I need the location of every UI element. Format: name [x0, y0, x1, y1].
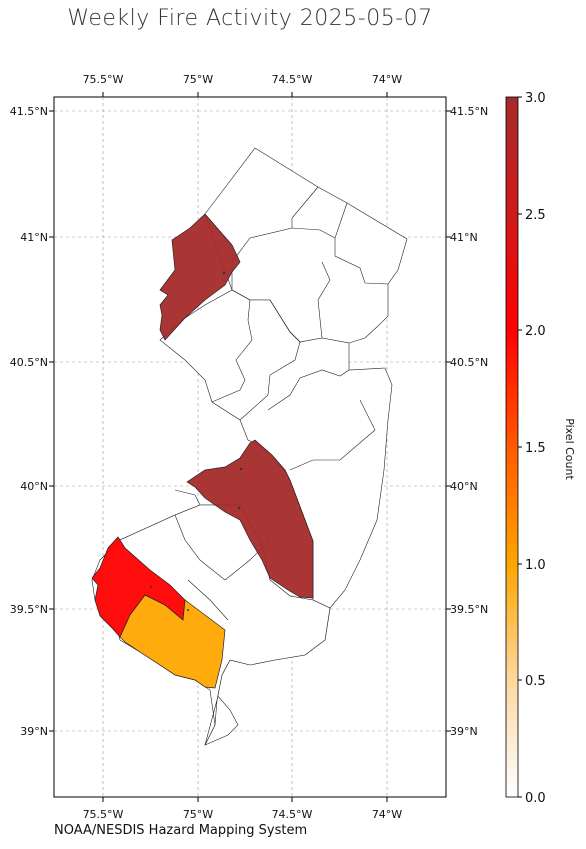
county-cumberland[interactable]	[119, 594, 226, 689]
lat-label: 40°N	[20, 480, 48, 493]
lon-label: 75.5°W	[83, 808, 124, 821]
lat-label: 39°N	[450, 725, 478, 738]
county-borders	[174, 186, 389, 621]
lat-labels-right: 41.5°N 41°N 40.5°N 40°N 39.5°N 39°N	[450, 105, 488, 738]
fire-detection-markers	[150, 271, 243, 611]
colorbar-tick: 1.0	[525, 558, 546, 573]
colorbar-tick: 3.0	[525, 91, 546, 106]
lat-label: 41°N	[450, 231, 478, 244]
county-burlington[interactable]	[186, 439, 314, 599]
county-warren[interactable]	[159, 213, 241, 341]
lon-label: 74°W	[372, 73, 402, 86]
lon-label: 75°W	[183, 73, 213, 86]
colorbar-tick: 2.0	[525, 324, 546, 339]
lat-label: 41.5°N	[450, 105, 488, 118]
colorbar-label: Pixel Count	[563, 418, 576, 480]
lon-label: 74°W	[372, 808, 402, 821]
lat-label: 39°N	[20, 725, 48, 738]
lat-label: 40.5°N	[10, 356, 48, 369]
lat-label: 41°N	[20, 231, 48, 244]
lon-label: 74.5°W	[272, 73, 313, 86]
lat-label: 39.5°N	[10, 603, 48, 616]
colorbar-tick: 0.0	[525, 791, 546, 806]
lat-labels-left: 41.5°N 41°N 40.5°N 40°N 39.5°N 39°N	[10, 105, 48, 738]
colorbar-tick: 2.5	[525, 208, 546, 223]
tick-marks	[49, 92, 451, 802]
data-source-credit: NOAA/NESDIS Hazard Mapping System	[54, 823, 308, 838]
lat-label: 41.5°N	[10, 105, 48, 118]
lat-label: 39.5°N	[450, 603, 488, 616]
lat-label: 40°N	[450, 480, 478, 493]
lat-label: 40.5°N	[450, 356, 488, 369]
map-title: Weekly Fire Activity 2025-05-07	[67, 6, 433, 31]
lon-label: 75.5°W	[83, 73, 124, 86]
lon-label: 75°W	[183, 808, 213, 821]
colorbar-tick: 1.5	[525, 441, 546, 456]
lon-label: 74.5°W	[272, 808, 313, 821]
colorbar-tick: 0.5	[525, 674, 546, 689]
lon-labels-bottom: 75.5°W 75°W 74.5°W 74°W	[83, 808, 403, 821]
colorbar: 0.0 0.5 1.0 1.5 2.0 2.5 3.0 Pixel Count	[505, 91, 576, 806]
lon-labels-top: 75.5°W 75°W 74.5°W 74°W	[83, 73, 403, 86]
